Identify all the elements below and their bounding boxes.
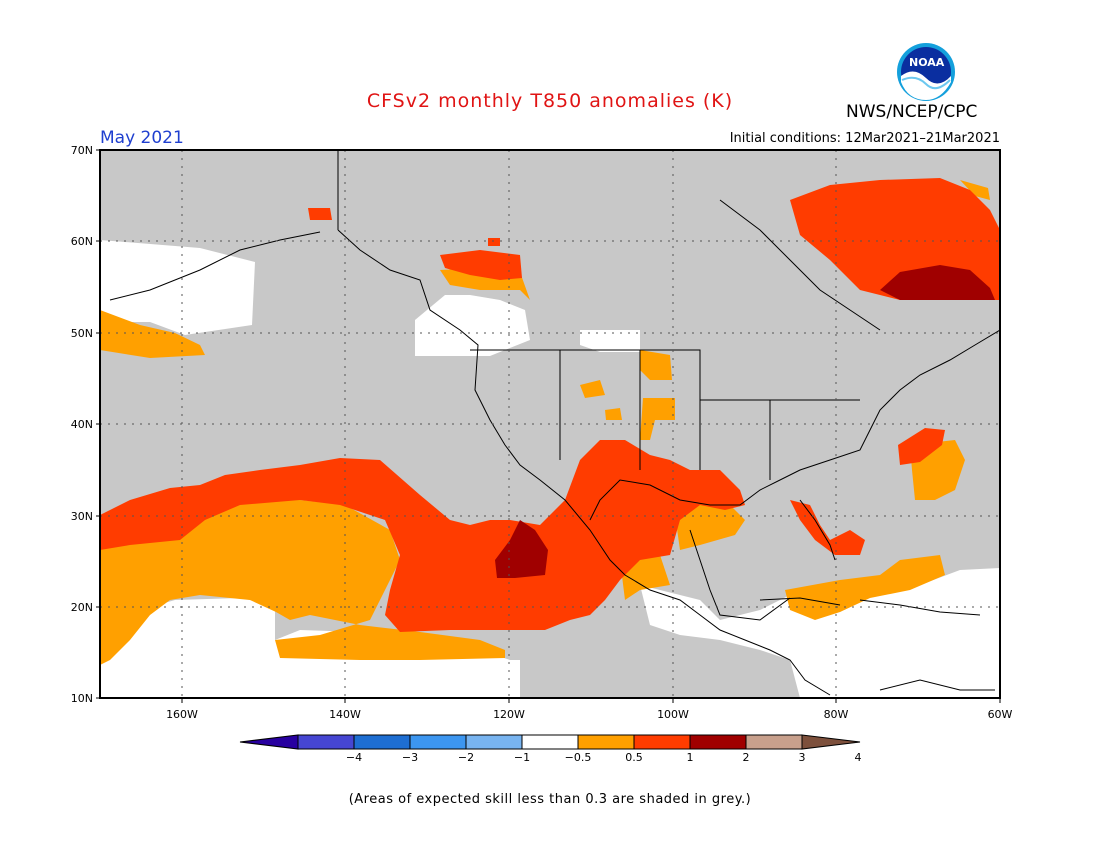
lon-label: 80W (824, 708, 849, 721)
noaa-logo: NOAA (896, 42, 956, 102)
colorbar-label: 3 (799, 751, 806, 764)
latitude-labels: 70N 60N 50N 40N 30N 20N 10N (71, 144, 93, 705)
colorbar-swatch (409, 734, 467, 750)
colorbar-arrow-low (239, 734, 299, 750)
colorbar: −4 −3 −2 −1 −0.5 0.5 1 2 3 4 (239, 734, 862, 764)
colorbar-label: 0.5 (625, 751, 643, 764)
lon-label: 160W (166, 708, 198, 721)
anomaly-2-to-3 (495, 265, 995, 578)
colorbar-swatch (577, 734, 635, 750)
colorbar-swatch (689, 734, 747, 750)
map-title: CFSv2 monthly T850 anomalies (K) (366, 90, 734, 112)
colorbar-label: −4 (346, 751, 362, 764)
colorbar-swatch (465, 734, 523, 750)
coastlines (109, 150, 1000, 696)
colorbar-label: 4 (855, 751, 862, 764)
lat-label: 10N (71, 692, 93, 705)
colorbar-label: −2 (458, 751, 474, 764)
lat-label: 40N (71, 418, 93, 431)
skill-footnote: (Areas of expected skill less than 0.3 a… (348, 792, 752, 807)
colorbar-label: −3 (402, 751, 418, 764)
colorbar-swatch (353, 734, 411, 750)
agency-label: NWS/NCEP/CPC (846, 102, 978, 122)
lon-label: 60W (988, 708, 1013, 721)
lat-label: 70N (71, 144, 93, 157)
colorbar-swatch (297, 734, 355, 750)
axis-ticks (96, 149, 1001, 703)
colorbar-swatch (521, 734, 579, 750)
lat-label: 20N (71, 601, 93, 614)
forecast-month: May 2021 (100, 128, 184, 148)
colorbar-swatch (745, 734, 803, 750)
colorbar-label: 2 (743, 751, 750, 764)
map-field (100, 150, 1000, 698)
lon-label: 140W (329, 708, 361, 721)
lon-label: 100W (657, 708, 689, 721)
longitude-labels: 160W 140W 120W 100W 80W 60W (166, 708, 1012, 721)
colorbar-label: −0.5 (565, 751, 592, 764)
lat-label: 50N (71, 327, 93, 340)
lat-label: 30N (71, 510, 93, 523)
lat-label: 60N (71, 235, 93, 248)
colorbar-swatch (633, 734, 691, 750)
colorbar-label: −1 (514, 751, 530, 764)
logo-text: NOAA (909, 56, 945, 69)
lon-label: 120W (493, 708, 525, 721)
initial-conditions: Initial conditions: 12Mar2021–21Mar2021 (729, 131, 1000, 146)
grid-lines (100, 150, 1000, 698)
colorbar-arrow-high (801, 734, 861, 750)
colorbar-label: 1 (687, 751, 694, 764)
